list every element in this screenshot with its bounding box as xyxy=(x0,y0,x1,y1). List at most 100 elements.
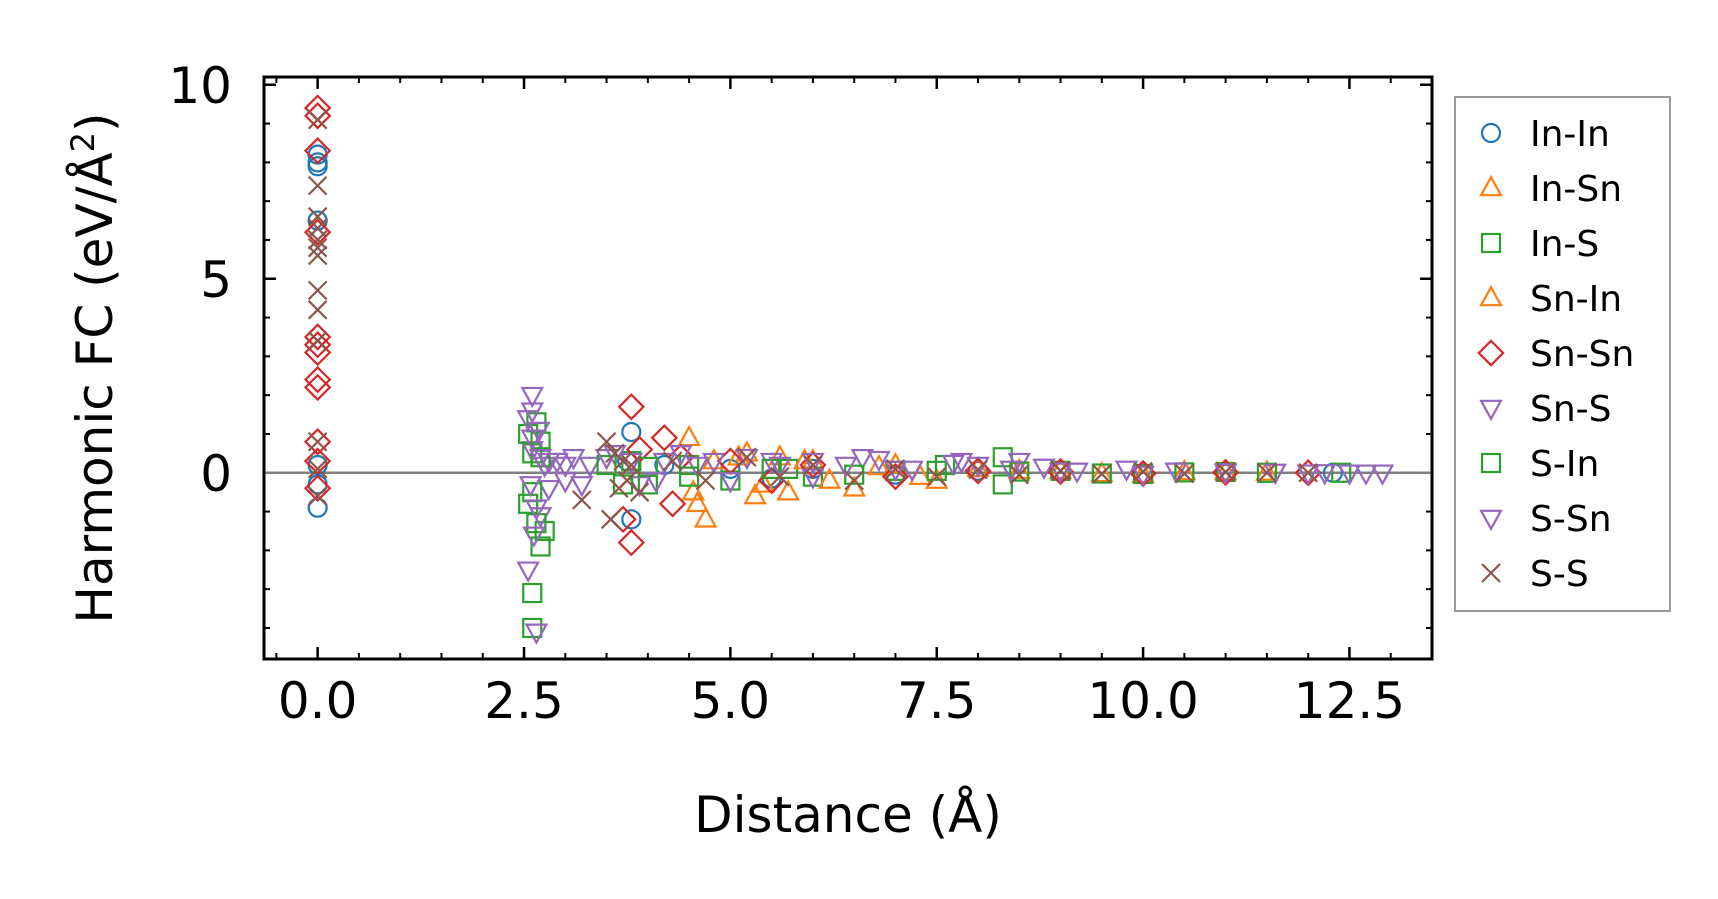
series-s-sn xyxy=(516,410,1378,548)
x-tick-label: 12.5 xyxy=(1294,672,1405,730)
data-point xyxy=(1370,464,1395,486)
plot-background xyxy=(264,77,1432,659)
data-point xyxy=(941,454,966,477)
legend-marker xyxy=(1480,122,1502,144)
data-point xyxy=(578,456,602,479)
data-point xyxy=(799,451,827,479)
legend-marker xyxy=(1479,399,1503,422)
data-point xyxy=(702,452,726,475)
data-point xyxy=(594,448,619,471)
y-tick-label: 0 xyxy=(200,445,232,503)
data-point xyxy=(307,497,328,518)
data-point xyxy=(1091,463,1112,484)
data-point xyxy=(1032,458,1056,481)
data-point xyxy=(743,482,767,505)
legend-label: S-S xyxy=(1530,554,1589,595)
data-point xyxy=(883,460,908,482)
legend-label: S-In xyxy=(1530,444,1599,485)
data-point xyxy=(621,421,642,443)
x-tick-label: 0.0 xyxy=(278,672,358,730)
data-point xyxy=(553,456,578,479)
data-point xyxy=(885,459,906,479)
data-point xyxy=(1048,457,1073,480)
plot-frame xyxy=(262,75,1434,661)
data-point xyxy=(572,490,592,510)
data-point xyxy=(307,486,328,506)
data-point xyxy=(685,490,710,513)
legend-label: Sn-Sn xyxy=(1530,334,1634,375)
data-point xyxy=(621,509,642,530)
data-point xyxy=(669,445,693,467)
data-point xyxy=(1257,462,1277,483)
data-point xyxy=(867,450,891,473)
data-point xyxy=(900,460,924,482)
data-point xyxy=(1296,464,1320,486)
data-point xyxy=(966,456,990,479)
y-tick-label: 10 xyxy=(168,57,232,115)
data-point xyxy=(522,582,543,604)
data-point xyxy=(570,476,594,498)
data-point xyxy=(307,230,328,250)
data-point xyxy=(303,428,332,456)
data-point xyxy=(1092,464,1112,484)
data-point xyxy=(307,237,328,258)
data-point xyxy=(662,451,683,471)
legend-label: S-Sn xyxy=(1530,499,1612,540)
data-point xyxy=(681,479,705,501)
data-point xyxy=(524,623,549,645)
data-point xyxy=(516,410,540,432)
x-tick-label: 2.5 xyxy=(484,672,564,730)
data-point xyxy=(1213,458,1238,481)
legend-marker xyxy=(1480,232,1502,254)
data-point xyxy=(303,137,332,165)
data-point xyxy=(644,472,668,494)
legend-label: In-In xyxy=(1530,114,1610,155)
data-point xyxy=(718,472,743,494)
data-point xyxy=(801,452,825,475)
data-point xyxy=(1114,460,1139,482)
y-axis-title-main: Harmonic FC (eV/Å xyxy=(66,152,124,623)
data-point xyxy=(303,218,332,246)
legend-marker xyxy=(1481,563,1501,583)
data-point xyxy=(600,509,621,530)
data-point xyxy=(1065,462,1089,484)
data-point xyxy=(303,365,332,394)
data-point xyxy=(537,452,561,475)
data-point xyxy=(881,462,910,491)
data-point xyxy=(1090,460,1114,483)
data-point xyxy=(1172,458,1197,481)
data-point xyxy=(526,513,547,534)
data-point xyxy=(596,454,617,476)
data-point xyxy=(527,421,551,444)
data-point xyxy=(307,331,328,351)
data-point xyxy=(776,479,800,501)
data-point xyxy=(1298,462,1318,483)
data-point xyxy=(516,561,540,583)
data-point xyxy=(770,466,790,487)
legend-marker xyxy=(1479,284,1503,307)
data-point xyxy=(1337,464,1362,486)
legend-frame xyxy=(1454,96,1671,612)
data-point xyxy=(735,448,759,471)
legend-marker xyxy=(1479,509,1503,532)
legend-label: Sn-S xyxy=(1530,389,1612,430)
legend-marker xyxy=(1477,339,1505,367)
y-axis-title-superscript: 2 xyxy=(64,132,102,152)
data-point xyxy=(1331,462,1352,483)
data-point xyxy=(968,459,988,480)
data-point xyxy=(964,457,992,485)
data-point xyxy=(1312,464,1337,486)
data-point xyxy=(1354,464,1378,486)
data-point xyxy=(803,455,823,475)
data-point xyxy=(924,467,949,489)
data-point xyxy=(307,109,328,130)
data-point xyxy=(617,393,646,421)
x-axis-title: Distance (Å) xyxy=(694,786,1002,844)
data-point xyxy=(307,300,328,320)
data-point xyxy=(307,431,328,452)
data-point xyxy=(303,373,332,402)
data-point xyxy=(307,245,328,266)
data-point xyxy=(537,479,561,502)
data-point xyxy=(520,386,545,409)
